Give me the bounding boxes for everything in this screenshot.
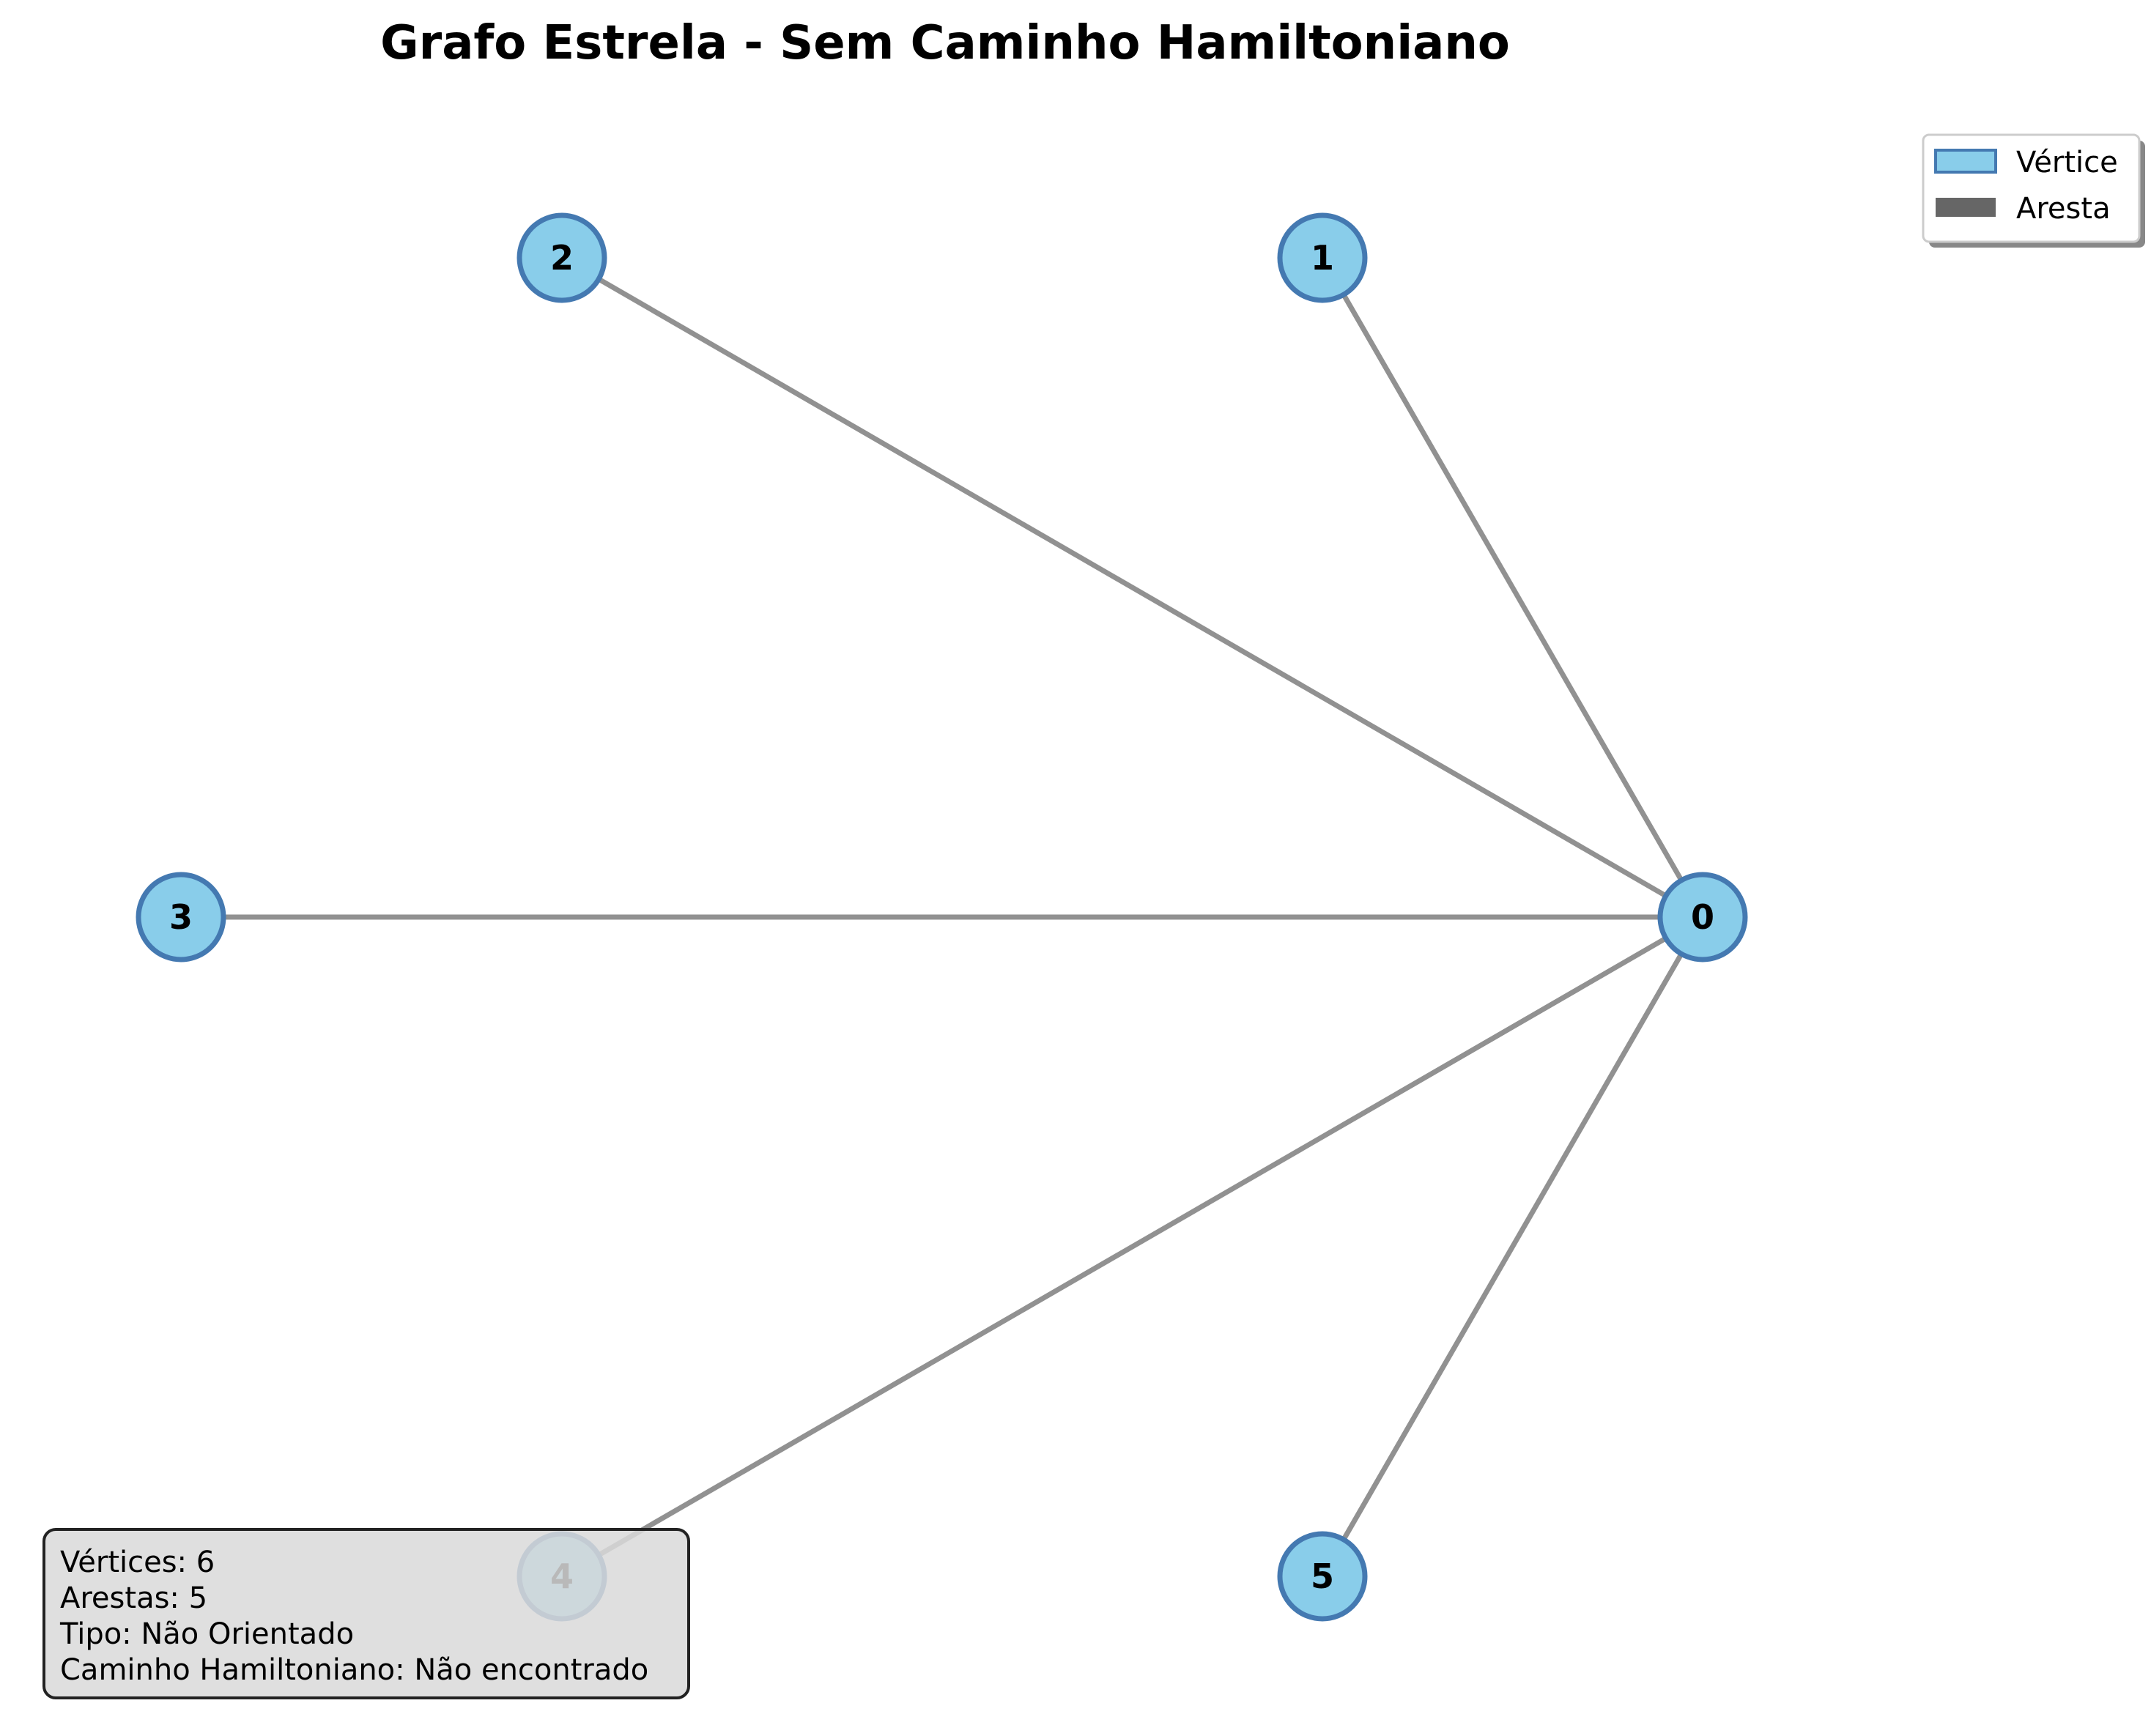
vertex-3: 3 [136,872,226,962]
vertex-1: 1 [1277,212,1368,303]
vertex-label-0: 0 [1691,897,1714,937]
vertex-label-1: 1 [1311,238,1334,278]
legend-vertex-label: Vértice [2016,146,2118,179]
info-edge-count: Arestas: 5 [60,1581,207,1615]
info-vertex-count: Vértices: 6 [60,1546,215,1579]
vertex-label-3: 3 [169,897,193,937]
vertex-2: 2 [517,212,607,303]
vertex-circle-0 [1657,872,1748,962]
vertex-0: 0 [1657,872,1748,962]
vertex-circle-2 [517,212,607,303]
edges-layer [178,255,1706,1579]
legend-vertex-swatch [1934,149,1997,174]
vertex-label-2: 2 [550,238,574,278]
edge-0-5 [1319,914,1706,1579]
legend-edge-label: Aresta [2016,192,2111,226]
diagram-title: Grafo Estrela - Sem Caminho Hamiltoniano [380,16,1510,70]
vertex-circle-5 [1277,1531,1368,1622]
vertex-5: 5 [1277,1531,1368,1622]
info-box: Vértices: 6 Arestas: 5 Tipo: Não Orienta… [42,1528,690,1699]
info-box-background [42,1528,690,1699]
edge-0-1 [1319,255,1706,920]
legend-edge-swatch [1936,198,1996,217]
info-hamiltonian-path: Caminho Hamiltoniano: Não encontrado [60,1653,648,1687]
vertex-circle-3 [136,872,226,962]
info-graph-type: Tipo: Não Orientado [59,1617,354,1651]
legend: Vértice Aresta [1922,133,2145,248]
edge-0-2 [559,255,1706,920]
vertex-label-5: 5 [1311,1557,1334,1596]
vertex-circle-1 [1277,212,1368,303]
edge-0-4 [559,914,1706,1579]
